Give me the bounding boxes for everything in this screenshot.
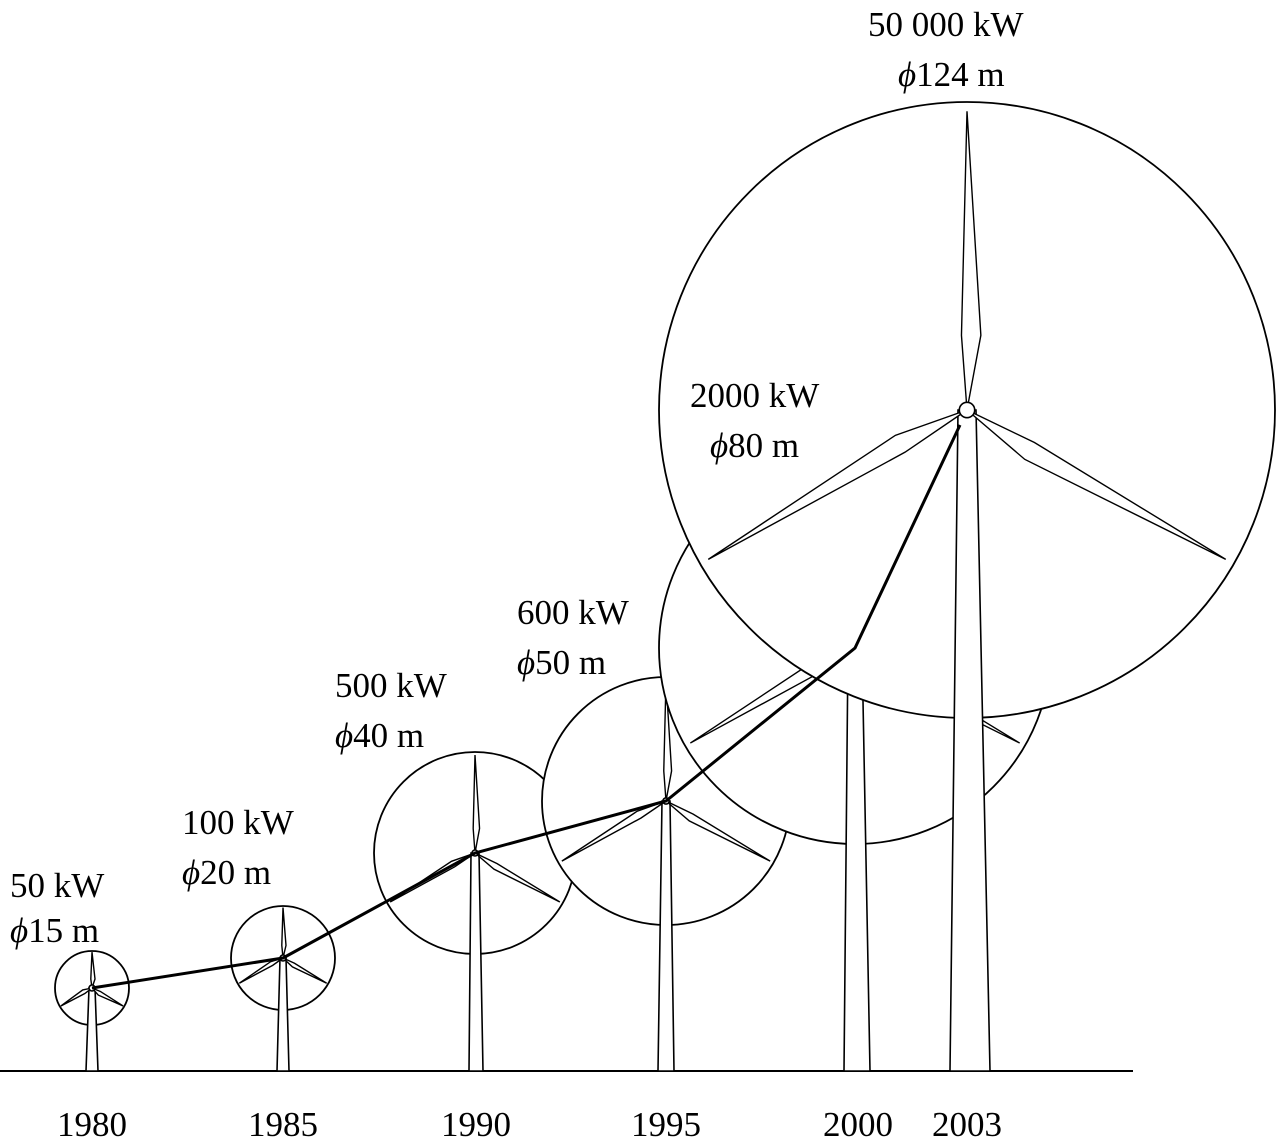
diameter-value: 40 m [353,716,424,755]
diameter-symbol: ϕ [898,55,916,94]
power-label-1990: 500 kW [335,666,447,705]
blade-1 [472,754,481,854]
hub [958,401,976,419]
blade-2 [282,957,328,984]
diameter-symbol: ϕ [710,426,728,465]
tower [85,987,99,1072]
blade-1 [960,111,982,411]
power-label-2000: 2000 kW [690,376,819,415]
diameter-label-1980: ϕ15 m [10,911,99,950]
blade-3 [561,800,667,862]
diameter-symbol: ϕ [335,716,353,755]
blade-2 [91,987,124,1007]
diameter-label-1990: ϕ40 m [335,716,424,755]
year-label-1980: 1980 [57,1105,127,1144]
power-label-1980: 50 kW [10,866,104,905]
power-label-2003: 50 000 kW [868,5,1024,44]
blade-3 [60,987,93,1007]
power-label-1995: 600 kW [517,593,629,632]
year-label-2000: 2000 [823,1105,893,1144]
diameter-value: 15 m [28,911,99,950]
diameter-symbol: ϕ [182,853,200,892]
blade-2 [966,409,1227,561]
growth-trend-line [91,424,962,990]
power-label-1985: 100 kW [182,803,294,842]
turbine-1980 [54,950,130,1072]
diameter-value: 80 m [728,426,799,465]
diameter-value: 50 m [535,643,606,682]
year-label-1995: 1995 [631,1105,701,1144]
year-label-1985: 1985 [248,1105,318,1144]
year-label-2003: 2003 [932,1105,1002,1144]
blade-1 [90,952,96,989]
diameter-label-2003: ϕ124 m [898,55,1005,94]
year-label-1990: 1990 [441,1105,511,1144]
diameter-symbol: ϕ [10,911,28,950]
diameter-label-2000: ϕ80 m [710,426,799,465]
turbine-1985 [230,905,336,1072]
blade-2 [474,852,561,903]
turbine-2003 [658,101,1276,1072]
tower [276,957,290,1072]
diameter-label-1995: ϕ50 m [517,643,606,682]
diameter-value: 20 m [200,853,271,892]
diameter-value: 124 m [916,55,1004,94]
blade-2 [665,800,771,862]
blade-3 [707,409,968,560]
diameter-symbol: ϕ [517,643,535,682]
diameter-label-1985: ϕ20 m [182,853,271,892]
blade-1 [281,907,287,959]
